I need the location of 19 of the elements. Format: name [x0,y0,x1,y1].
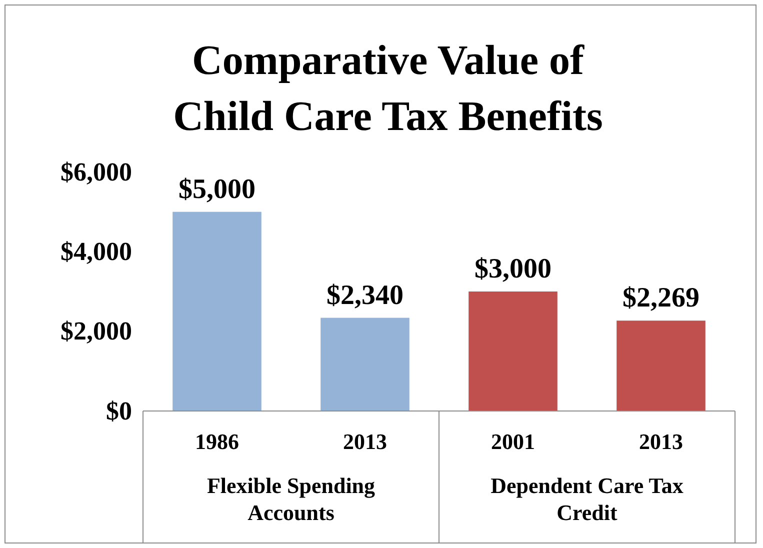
x-tick-label: 2001 [491,429,535,454]
text: Flexible Spending Accounts [206,473,376,525]
bar [616,320,706,411]
data-label: $2,269 [622,282,700,314]
data-label: $3,000 [474,254,552,284]
x-tick-label: 2013 [343,429,387,454]
bar [468,292,558,411]
text: Dependent Care Tax Credit [490,473,684,525]
x-tick-label: 2013 [639,429,683,454]
data-label: $5,000 [178,174,256,205]
chart-title: Comparative Value of Child Care Tax Benefits [173,38,603,140]
y-tick-label: $2,000 [60,316,132,346]
y-tick-label: $6,000 [60,157,132,186]
bar [172,212,262,411]
data-label: $2,340 [326,280,404,311]
bar [320,318,410,411]
x-tick-label: 1986 [195,429,239,454]
y-tick-label: $0 [106,396,132,426]
y-tick-label: $4,000 [60,236,132,266]
